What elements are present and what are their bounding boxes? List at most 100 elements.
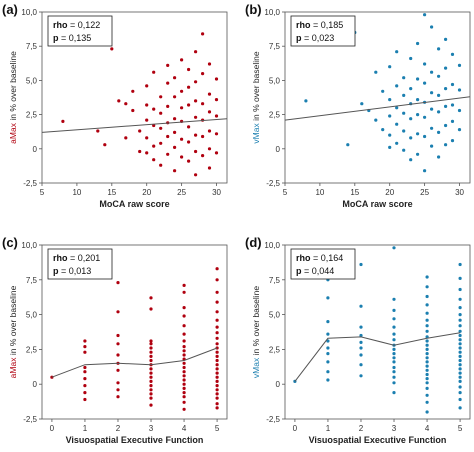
- data-point: [215, 350, 219, 354]
- data-point: [149, 403, 153, 407]
- data-point: [214, 132, 219, 136]
- data-point: [304, 99, 308, 103]
- data-point: [326, 360, 330, 364]
- data-point: [402, 129, 406, 133]
- data-point: [166, 104, 170, 108]
- x-tick-label: 2: [359, 424, 364, 433]
- data-point: [173, 169, 177, 173]
- data-point: [166, 63, 170, 67]
- data-point: [173, 76, 177, 80]
- data-point: [402, 111, 406, 115]
- stat-rho-label: rho: [296, 253, 311, 263]
- data-point: [124, 136, 128, 140]
- data-point: [450, 52, 455, 57]
- y-tick-label: 2,5: [269, 345, 281, 354]
- data-point: [425, 381, 429, 385]
- data-point: [450, 103, 455, 107]
- x-tick-label: 20: [385, 188, 394, 197]
- data-point: [458, 375, 462, 379]
- y-tick-label: 2,5: [269, 111, 281, 120]
- data-point: [458, 363, 462, 367]
- data-point: [96, 129, 100, 133]
- data-point: [457, 108, 462, 113]
- x-tick-label: 4: [425, 424, 430, 433]
- data-point: [145, 118, 149, 122]
- stat-rho-label: rho: [53, 20, 68, 30]
- stats-box: [290, 15, 356, 47]
- data-point: [194, 133, 198, 137]
- data-point: [430, 91, 434, 95]
- x-tick-label: 5: [283, 188, 288, 197]
- data-point: [182, 339, 186, 343]
- x-tick-label: 5: [458, 424, 463, 433]
- data-point: [444, 104, 448, 108]
- data-point: [182, 290, 186, 294]
- data-point: [458, 276, 462, 280]
- data-point: [215, 363, 219, 367]
- data-point: [430, 70, 434, 74]
- chart-panel: (d) 0 1 2 3 4 5 -2,5 0 2,5 5,0 7,5 10,0 Visuospatial …: [245, 235, 471, 445]
- data-point: [201, 72, 205, 76]
- data-point: [416, 132, 420, 136]
- data-point: [145, 136, 149, 140]
- data-point: [215, 379, 219, 383]
- data-point: [149, 388, 153, 392]
- data-point: [214, 77, 219, 81]
- data-point: [215, 300, 219, 304]
- data-point: [182, 345, 186, 349]
- stat-rho-value: = 0,122: [68, 20, 101, 30]
- stat-rho-label: rho: [53, 253, 68, 263]
- data-point: [149, 307, 153, 311]
- y-axis-label: vMax in % over baseline: [251, 286, 261, 378]
- data-point: [187, 140, 191, 144]
- x-tick-label: 10: [72, 188, 81, 197]
- data-point: [149, 354, 153, 358]
- fit-line: [284, 96, 471, 121]
- stats-box: [47, 248, 113, 280]
- y-axis-label: aMax in % over baseline: [8, 51, 18, 144]
- data-point: [152, 107, 156, 111]
- data-point: [423, 81, 427, 85]
- data-point: [458, 346, 462, 350]
- data-point: [458, 297, 462, 301]
- y-tick-label: 7,5: [26, 42, 38, 51]
- stat-rho-value: = 0,164: [311, 253, 344, 263]
- data-point: [116, 342, 120, 346]
- data-point: [425, 360, 429, 364]
- data-point: [117, 99, 121, 103]
- data-point: [359, 346, 363, 350]
- stats-box: [290, 248, 356, 280]
- fit-line: [41, 118, 228, 133]
- data-point: [402, 93, 406, 97]
- data-point: [392, 360, 396, 364]
- data-point: [359, 262, 363, 267]
- data-point: [215, 388, 219, 392]
- stat-rho-value: = 0,185: [311, 20, 344, 30]
- data-point: [359, 374, 363, 378]
- chart-panel: (a) 5 10 15 20 25 30 -2,5 0 2,5 5,0 7,5 10,0 MoCA raw…: [2, 2, 228, 209]
- data-point: [388, 114, 392, 118]
- data-point: [416, 98, 420, 102]
- data-point: [103, 143, 107, 147]
- y-tick-label: 7,5: [269, 42, 281, 51]
- data-point: [138, 129, 142, 133]
- data-point: [214, 151, 219, 155]
- data-point: [423, 134, 427, 139]
- y-tick-label: 0: [33, 145, 38, 154]
- y-tick-label: 10,0: [264, 241, 280, 250]
- data-point: [395, 106, 399, 110]
- x-tick-label: 5: [215, 424, 220, 433]
- data-point: [437, 47, 441, 51]
- data-point: [388, 133, 392, 137]
- y-axis-label-unit: in % over baseline: [251, 286, 261, 358]
- data-point: [392, 338, 396, 342]
- data-point: [116, 368, 120, 372]
- data-point: [83, 345, 87, 349]
- data-point: [182, 314, 186, 318]
- data-point: [444, 143, 448, 147]
- fit-line: [51, 347, 218, 378]
- data-point: [149, 350, 153, 354]
- data-point: [215, 318, 219, 322]
- data-point: [458, 371, 462, 375]
- data-point: [425, 343, 429, 347]
